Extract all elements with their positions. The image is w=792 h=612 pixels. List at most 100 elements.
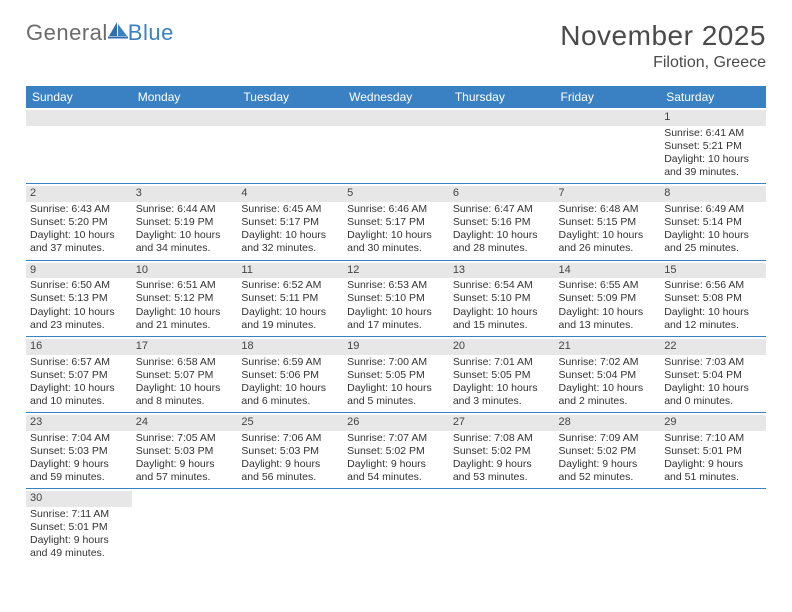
day-number: 15 xyxy=(660,263,766,279)
daylight-text: Daylight: 10 hours and 10 minutes. xyxy=(30,382,128,408)
calendar-cell: 11Sunrise: 6:52 AMSunset: 5:11 PMDayligh… xyxy=(237,260,343,336)
sunrise-text: Sunrise: 6:43 AM xyxy=(30,203,128,216)
sunset-text: Sunset: 5:01 PM xyxy=(30,521,128,534)
sunrise-text: Sunrise: 6:58 AM xyxy=(136,356,234,369)
sunset-text: Sunset: 5:21 PM xyxy=(664,140,762,153)
day-number xyxy=(237,110,343,126)
daylight-text: Daylight: 10 hours and 19 minutes. xyxy=(241,306,339,332)
sunset-text: Sunset: 5:17 PM xyxy=(347,216,445,229)
sunrise-text: Sunrise: 6:52 AM xyxy=(241,279,339,292)
sunset-text: Sunset: 5:10 PM xyxy=(347,292,445,305)
daylight-text: Daylight: 9 hours and 59 minutes. xyxy=(30,458,128,484)
sunrise-text: Sunrise: 7:08 AM xyxy=(453,432,551,445)
day-header: Friday xyxy=(555,86,661,108)
sunset-text: Sunset: 5:03 PM xyxy=(136,445,234,458)
calendar-cell: 24Sunrise: 7:05 AMSunset: 5:03 PMDayligh… xyxy=(132,413,238,489)
calendar-week: 16Sunrise: 6:57 AMSunset: 5:07 PMDayligh… xyxy=(26,336,766,412)
calendar-week: 1Sunrise: 6:41 AMSunset: 5:21 PMDaylight… xyxy=(26,108,766,184)
day-number: 28 xyxy=(555,415,661,431)
calendar-cell: 21Sunrise: 7:02 AMSunset: 5:04 PMDayligh… xyxy=(555,336,661,412)
day-header: Wednesday xyxy=(343,86,449,108)
day-number: 24 xyxy=(132,415,238,431)
sunrise-text: Sunrise: 7:10 AM xyxy=(664,432,762,445)
calendar-cell: 26Sunrise: 7:07 AMSunset: 5:02 PMDayligh… xyxy=(343,413,449,489)
sunset-text: Sunset: 5:07 PM xyxy=(30,369,128,382)
day-number: 10 xyxy=(132,263,238,279)
sunset-text: Sunset: 5:12 PM xyxy=(136,292,234,305)
calendar-cell: 12Sunrise: 6:53 AMSunset: 5:10 PMDayligh… xyxy=(343,260,449,336)
day-number: 7 xyxy=(555,186,661,202)
logo-text-general: General xyxy=(26,20,108,46)
sunset-text: Sunset: 5:17 PM xyxy=(241,216,339,229)
calendar-page: General Blue November 2025 Filotion, Gre… xyxy=(0,0,792,585)
calendar-cell: 1Sunrise: 6:41 AMSunset: 5:21 PMDaylight… xyxy=(660,108,766,184)
sunrise-text: Sunrise: 6:41 AM xyxy=(664,127,762,140)
logo: General Blue xyxy=(26,20,174,46)
calendar-cell xyxy=(26,108,132,184)
sunset-text: Sunset: 5:03 PM xyxy=(241,445,339,458)
sunset-text: Sunset: 5:02 PM xyxy=(347,445,445,458)
sunrise-text: Sunrise: 6:53 AM xyxy=(347,279,445,292)
calendar-week: 30Sunrise: 7:11 AMSunset: 5:01 PMDayligh… xyxy=(26,489,766,565)
calendar-cell xyxy=(449,108,555,184)
day-number: 22 xyxy=(660,339,766,355)
sunrise-text: Sunrise: 6:59 AM xyxy=(241,356,339,369)
sunset-text: Sunset: 5:04 PM xyxy=(664,369,762,382)
day-number xyxy=(26,110,132,126)
day-number: 1 xyxy=(660,110,766,126)
sunrise-text: Sunrise: 6:49 AM xyxy=(664,203,762,216)
day-number: 30 xyxy=(26,491,132,507)
daylight-text: Daylight: 10 hours and 34 minutes. xyxy=(136,229,234,255)
calendar-cell xyxy=(555,489,661,565)
calendar-cell: 29Sunrise: 7:10 AMSunset: 5:01 PMDayligh… xyxy=(660,413,766,489)
sunset-text: Sunset: 5:01 PM xyxy=(664,445,762,458)
sunset-text: Sunset: 5:16 PM xyxy=(453,216,551,229)
sunrise-text: Sunrise: 6:47 AM xyxy=(453,203,551,216)
calendar-cell: 4Sunrise: 6:45 AMSunset: 5:17 PMDaylight… xyxy=(237,184,343,260)
calendar-cell: 16Sunrise: 6:57 AMSunset: 5:07 PMDayligh… xyxy=(26,336,132,412)
day-number: 4 xyxy=(237,186,343,202)
sunset-text: Sunset: 5:03 PM xyxy=(30,445,128,458)
sunset-text: Sunset: 5:14 PM xyxy=(664,216,762,229)
day-number: 23 xyxy=(26,415,132,431)
calendar-cell: 30Sunrise: 7:11 AMSunset: 5:01 PMDayligh… xyxy=(26,489,132,565)
day-number: 25 xyxy=(237,415,343,431)
daylight-text: Daylight: 10 hours and 8 minutes. xyxy=(136,382,234,408)
day-header: Sunday xyxy=(26,86,132,108)
calendar-week: 2Sunrise: 6:43 AMSunset: 5:20 PMDaylight… xyxy=(26,184,766,260)
daylight-text: Daylight: 10 hours and 12 minutes. xyxy=(664,306,762,332)
calendar-cell xyxy=(343,108,449,184)
daylight-text: Daylight: 10 hours and 23 minutes. xyxy=(30,306,128,332)
logo-text-blue: Blue xyxy=(128,20,174,46)
day-number: 27 xyxy=(449,415,555,431)
day-header: Thursday xyxy=(449,86,555,108)
daylight-text: Daylight: 10 hours and 5 minutes. xyxy=(347,382,445,408)
day-number: 3 xyxy=(132,186,238,202)
sunrise-text: Sunrise: 6:48 AM xyxy=(559,203,657,216)
day-number: 6 xyxy=(449,186,555,202)
calendar-cell xyxy=(237,489,343,565)
calendar-cell: 28Sunrise: 7:09 AMSunset: 5:02 PMDayligh… xyxy=(555,413,661,489)
sunset-text: Sunset: 5:11 PM xyxy=(241,292,339,305)
sunrise-text: Sunrise: 7:00 AM xyxy=(347,356,445,369)
calendar-cell: 10Sunrise: 6:51 AMSunset: 5:12 PMDayligh… xyxy=(132,260,238,336)
daylight-text: Daylight: 10 hours and 15 minutes. xyxy=(453,306,551,332)
sunrise-text: Sunrise: 6:44 AM xyxy=(136,203,234,216)
day-number: 2 xyxy=(26,186,132,202)
sail-icon xyxy=(106,20,130,46)
sunset-text: Sunset: 5:10 PM xyxy=(453,292,551,305)
daylight-text: Daylight: 10 hours and 0 minutes. xyxy=(664,382,762,408)
calendar-cell: 20Sunrise: 7:01 AMSunset: 5:05 PMDayligh… xyxy=(449,336,555,412)
daylight-text: Daylight: 10 hours and 13 minutes. xyxy=(559,306,657,332)
calendar-cell: 9Sunrise: 6:50 AMSunset: 5:13 PMDaylight… xyxy=(26,260,132,336)
day-number xyxy=(555,110,661,126)
calendar-cell: 6Sunrise: 6:47 AMSunset: 5:16 PMDaylight… xyxy=(449,184,555,260)
sunrise-text: Sunrise: 6:57 AM xyxy=(30,356,128,369)
sunrise-text: Sunrise: 7:05 AM xyxy=(136,432,234,445)
sunset-text: Sunset: 5:05 PM xyxy=(347,369,445,382)
calendar-cell: 23Sunrise: 7:04 AMSunset: 5:03 PMDayligh… xyxy=(26,413,132,489)
day-number: 13 xyxy=(449,263,555,279)
daylight-text: Daylight: 9 hours and 57 minutes. xyxy=(136,458,234,484)
day-number: 14 xyxy=(555,263,661,279)
daylight-text: Daylight: 10 hours and 21 minutes. xyxy=(136,306,234,332)
